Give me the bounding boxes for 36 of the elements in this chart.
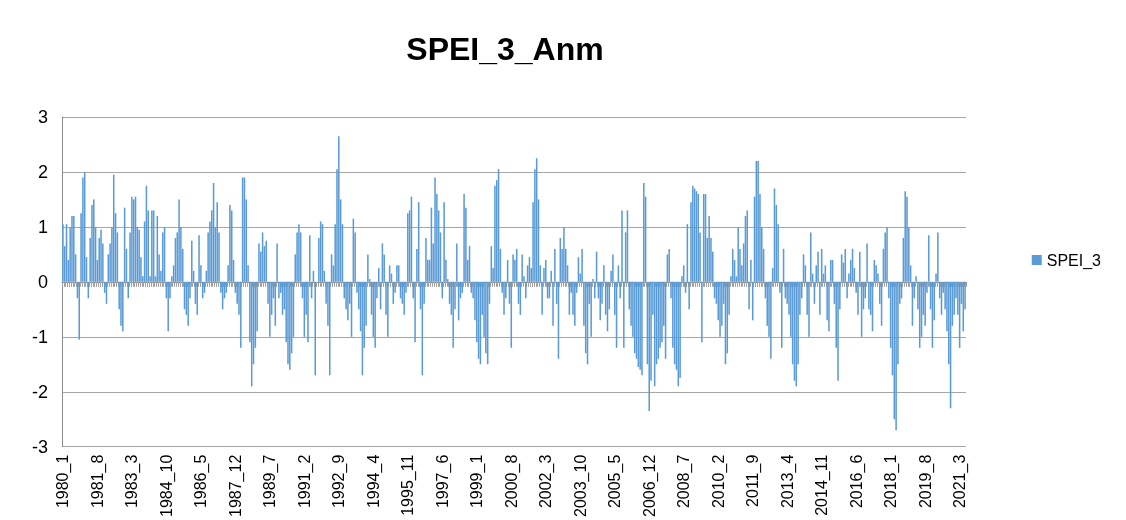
x-tick-label: 2008_7: [675, 454, 694, 509]
y-tick-label: -1: [31, 326, 48, 347]
x-tick-label: 1981_8: [88, 454, 107, 509]
y-tick-label: -3: [31, 436, 48, 457]
x-tick-label: 2019_8: [916, 454, 935, 509]
x-tick-label: 2000_8: [502, 454, 521, 509]
x-tick-label: 1997_6: [433, 454, 452, 509]
x-tick-label: 2018_1: [882, 454, 901, 509]
x-tick-label: 1980_1: [54, 454, 73, 509]
x-tick-label: 1984_10: [157, 454, 176, 518]
x-tick-label: 2014_11: [813, 454, 832, 516]
x-tick-label: 1992_9: [330, 454, 349, 509]
x-tick-label: 2010_2: [709, 454, 728, 509]
x-tick-label: 1999_1: [468, 454, 487, 509]
x-tick-label: 1983_3: [123, 454, 142, 509]
x-tick-label: 1994_4: [364, 454, 383, 509]
y-tick-label: -2: [31, 381, 48, 402]
x-tick-label: 1991_2: [295, 454, 314, 509]
x-tick-label: 2003_10: [571, 454, 590, 518]
x-tick-label: 1986_5: [192, 454, 211, 509]
y-tick-label: 3: [37, 107, 48, 127]
chart-title: SPEI_3_Anm: [406, 31, 604, 67]
x-tick-label: 2011_9: [744, 454, 763, 507]
x-tick-label: 2021_3: [951, 454, 970, 509]
x-tick-label: 2016_6: [847, 454, 866, 509]
x-tick-label: 2006_12: [640, 454, 659, 518]
x-tick-label: 1989_7: [261, 454, 280, 509]
y-tick-label: 1: [37, 216, 48, 237]
x-tick-label: 1995_11: [399, 454, 418, 516]
x-tick-label: 2002_3: [537, 454, 556, 509]
legend-label: SPEI_3: [1046, 251, 1102, 270]
y-tick-label: 2: [37, 161, 48, 182]
x-tick-label: 2005_5: [606, 454, 625, 509]
y-tick-label: 0: [37, 271, 48, 292]
x-tick-label: 1987_12: [226, 454, 245, 518]
x-tick-label: 2013_4: [778, 454, 797, 509]
